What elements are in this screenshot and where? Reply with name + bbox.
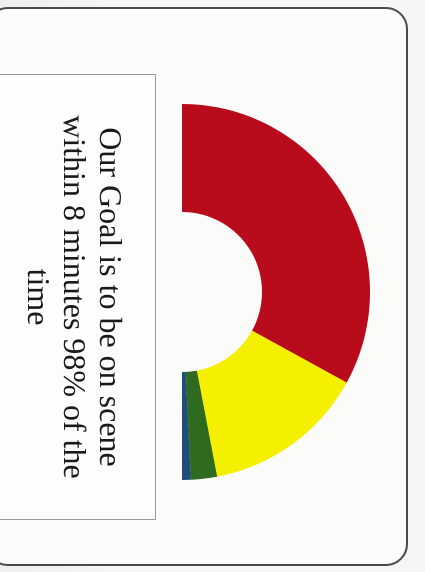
pie-slice-1 [185, 370, 218, 480]
pie-slice-0 [182, 371, 191, 480]
goal-text-box: Our Goal is to be on scene within 8 minu… [0, 74, 156, 520]
goal-statement: Our Goal is to be on scene within 8 minu… [21, 115, 129, 479]
pie-slice-2 [196, 330, 347, 477]
pie-slice-3 [182, 104, 370, 383]
half-donut-chart [182, 104, 370, 480]
